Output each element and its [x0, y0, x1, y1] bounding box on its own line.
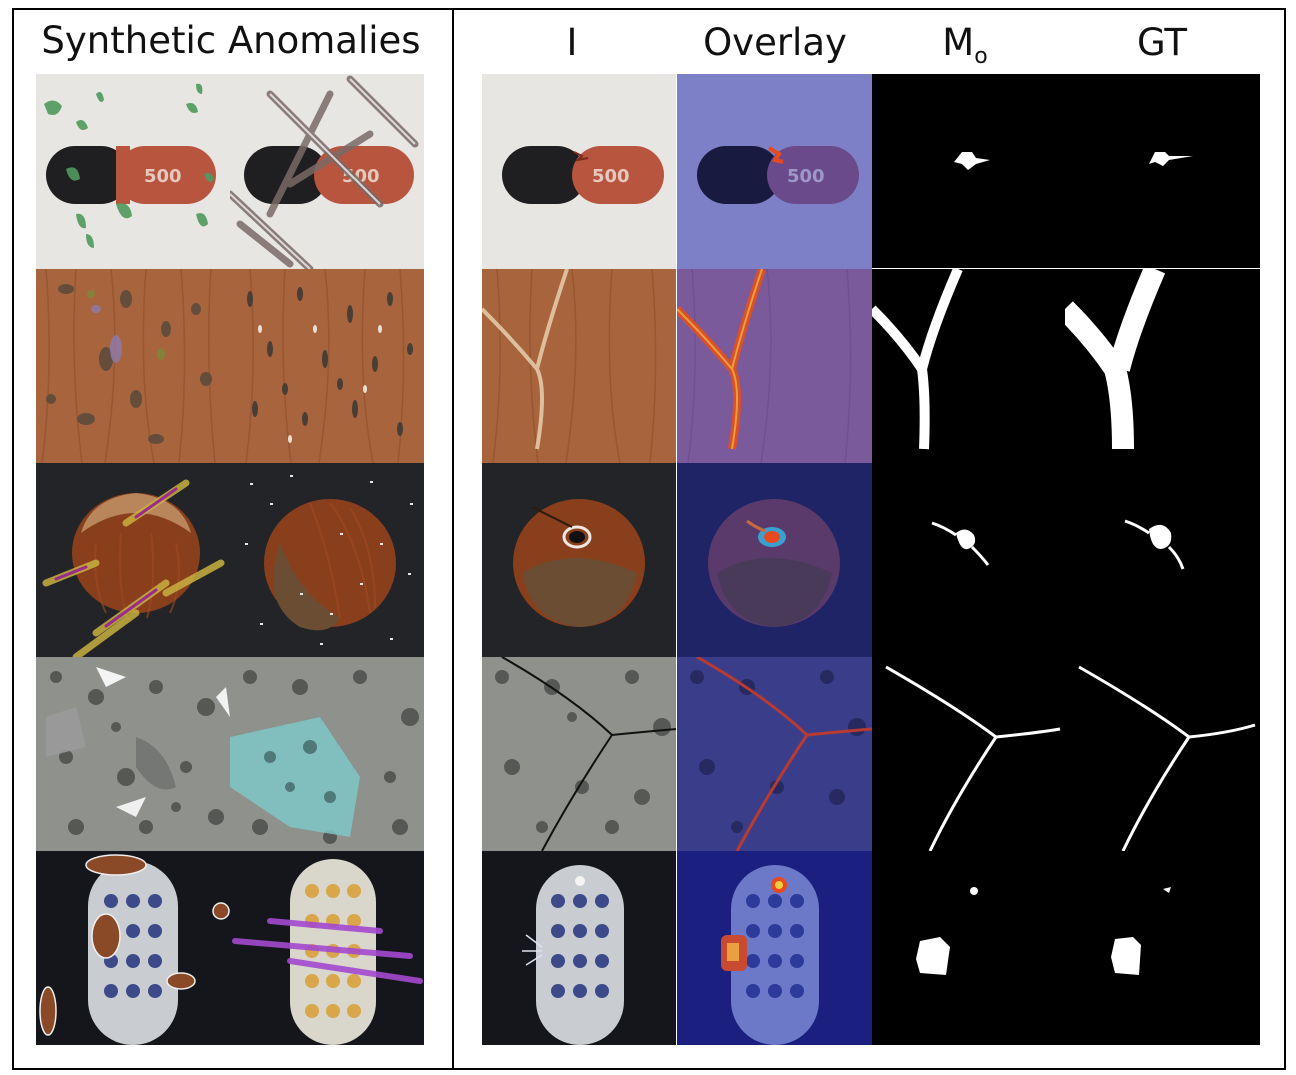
right-panel: [452, 8, 1286, 1070]
mask-output-capsule: [872, 74, 1065, 269]
mask-output-toothbrush: [872, 851, 1065, 1045]
ground-truth-tile: [1065, 657, 1260, 851]
synthetic-hazelnut-specks: [230, 463, 424, 657]
mask-output-hazelnut: [872, 463, 1065, 657]
ground-truth-toothbrush: [1065, 851, 1260, 1045]
synthetic-anomalies-title: Synthetic Anomalies: [41, 19, 421, 62]
right-row-separator: [872, 268, 1260, 269]
synthetic-tile-patch: [230, 657, 424, 851]
input-tile: [482, 657, 677, 851]
synthetic-wood-patches: [36, 269, 230, 463]
synthetic-capsule-blobs: 500: [36, 74, 230, 269]
synthetic-hazelnut-streaks: [36, 463, 230, 657]
svg-text:500: 500: [592, 166, 630, 187]
overlay-hazelnut: [677, 463, 872, 657]
synthetic-wood-specks: [230, 269, 424, 463]
column-header-overlay: Overlay: [703, 21, 847, 64]
overlay-capsule: 500: [677, 74, 872, 269]
mask-output-wood: [872, 269, 1065, 463]
mask-output-tile: [872, 657, 1065, 851]
overlay-tile: [677, 657, 872, 851]
ground-truth-hazelnut: [1065, 463, 1260, 657]
synthetic-toothbrush-brick: [36, 851, 230, 1045]
synthetic-tile-shards: [36, 657, 230, 851]
svg-text:500: 500: [144, 166, 182, 187]
column-header-mask-output: Mo: [942, 21, 988, 69]
input-capsule: 500: [482, 74, 677, 269]
input-wood: [482, 269, 677, 463]
input-toothbrush: [482, 851, 677, 1045]
input-hazelnut: [482, 463, 677, 657]
overlay-toothbrush: [677, 851, 872, 1045]
overlay-wood: [677, 269, 872, 463]
ground-truth-capsule: [1065, 74, 1260, 269]
ground-truth-wood: [1065, 269, 1260, 463]
synthetic-capsule-streaks: 500: [230, 74, 424, 269]
column-header-ground-truth: GT: [1137, 21, 1187, 64]
column-header-input: I: [566, 21, 578, 64]
synthetic-toothbrush-streaks: [230, 851, 424, 1045]
overlay-column-separator: [676, 74, 677, 1045]
svg-text:500: 500: [787, 166, 825, 187]
